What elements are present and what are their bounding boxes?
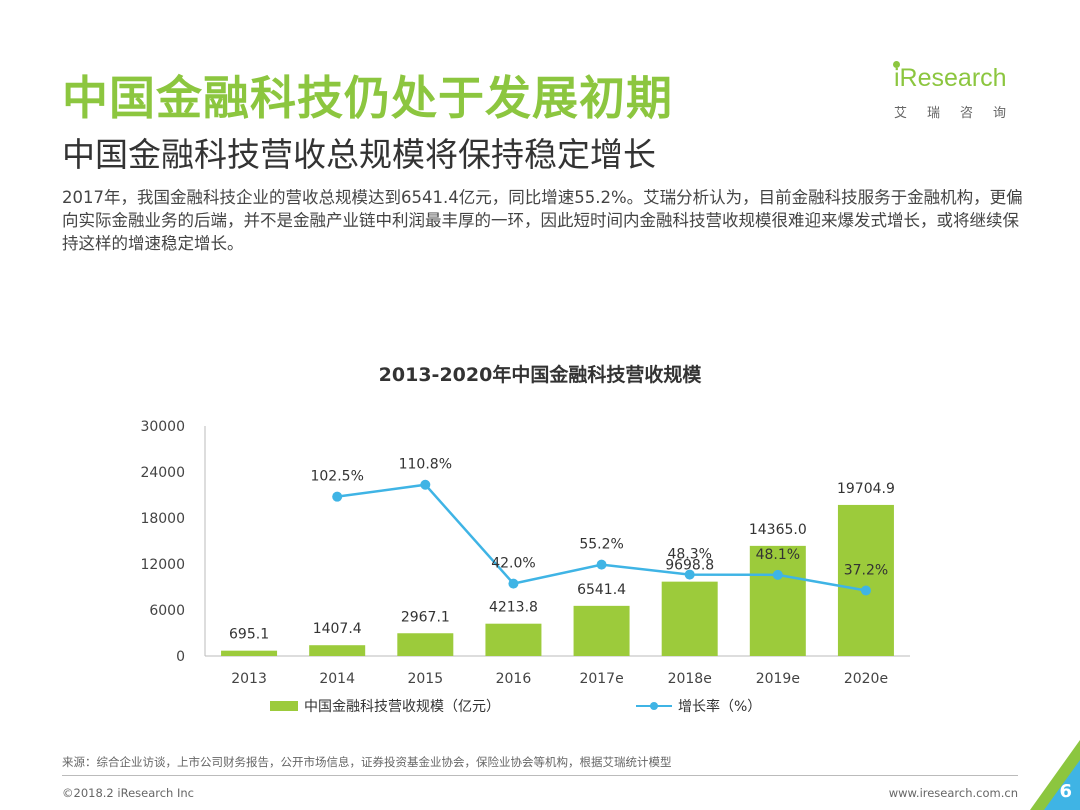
growth-point-2016	[508, 578, 519, 589]
growth-label: 48.1%	[756, 547, 800, 563]
growth-point-2019e	[772, 569, 783, 580]
bar-label: 4213.8	[489, 600, 538, 616]
x-tick-label: 2013	[231, 671, 267, 687]
iresearch-logo: iResearch 艾瑞咨询	[890, 58, 1030, 122]
growth-label: 42.0%	[491, 556, 535, 572]
page-subtitle: 中国金融科技营收总规模将保持稳定增长	[62, 135, 656, 174]
growth-point-2015	[420, 479, 431, 490]
x-tick-label: 2014	[319, 671, 355, 687]
growth-label: 48.3%	[667, 547, 711, 563]
website-link[interactable]: www.iresearch.com.cn	[888, 786, 1018, 800]
bar-2018e	[661, 581, 718, 656]
bar-2020e	[837, 504, 894, 656]
source-note: 来源：综合企业访谈，上市公司财务报告，公开市场信息，证券投资基金业协会，保险业协…	[62, 755, 672, 769]
bar-2019e	[749, 545, 806, 656]
logo-dot-icon	[893, 61, 900, 68]
bar-2013	[221, 650, 278, 656]
bar-label: 1407.4	[313, 621, 362, 637]
growth-point-2017e	[596, 559, 607, 570]
y-tick-label: 0	[176, 649, 185, 665]
chart-title: 2013-2020年中国金融科技营收规模	[378, 364, 702, 386]
growth-label: 102.5%	[310, 469, 363, 485]
bar-2014	[309, 645, 366, 656]
copyright: ©2018.2 iResearch Inc	[62, 786, 194, 800]
legend-line-label: 增长率（%）	[678, 699, 762, 715]
x-tick-label: 2018e	[668, 671, 712, 687]
x-tick-label: 2017e	[579, 671, 623, 687]
y-tick-label: 18000	[140, 511, 185, 527]
x-tick-label: 2020e	[844, 671, 888, 687]
bar-label: 6541.4	[577, 582, 626, 598]
legend-bar-swatch-icon	[270, 701, 298, 711]
bar-label: 19704.9	[837, 481, 895, 497]
y-tick-label: 6000	[149, 603, 185, 619]
x-tick-label: 2016	[496, 671, 532, 687]
bar-label: 2967.1	[401, 609, 450, 625]
growth-label: 55.2%	[579, 537, 623, 553]
bar-2016	[485, 623, 542, 656]
x-tick-label: 2015	[407, 671, 443, 687]
logo-subtext: 艾瑞咨询	[894, 106, 1027, 121]
logo-text: iResearch	[894, 64, 1007, 92]
legend-item-bar: 中国金融科技营收规模（亿元）	[270, 696, 500, 716]
revenue-chart: 0 6000 12000 18000 24000 30000 695.1 2013 1407.4…	[140, 419, 910, 687]
corner-decoration-icon	[1030, 740, 1080, 810]
legend-bar-label: 中国金融科技营收规模（亿元）	[304, 699, 500, 715]
growth-point-2014	[332, 491, 343, 502]
page-number: 6	[1059, 781, 1072, 802]
x-tick-label: 2019e	[756, 671, 800, 687]
page-title: 中国金融科技仍处于发展初期	[62, 71, 673, 125]
footer-divider	[62, 775, 1018, 776]
bar-label: 14365.0	[749, 522, 807, 538]
bar-label: 695.1	[229, 627, 269, 643]
bar-label: 9698.8	[665, 558, 714, 574]
legend-item-line: 增长率（%）	[636, 696, 761, 716]
legend-line-swatch-icon	[636, 701, 672, 711]
bar-2017e	[573, 605, 630, 656]
y-tick-label: 12000	[140, 557, 185, 573]
y-tick-label: 24000	[140, 465, 185, 481]
growth-point-2020e	[860, 585, 871, 596]
growth-label: 37.2%	[844, 563, 888, 579]
intro-paragraph: 2017年，我国金融科技企业的营收总规模达到6541.4亿元，同比增速55.2%…	[62, 188, 1023, 253]
growth-label: 110.8%	[399, 457, 452, 473]
bar-2015	[397, 633, 454, 656]
y-tick-label: 30000	[140, 419, 185, 435]
growth-point-2018e	[684, 569, 695, 580]
